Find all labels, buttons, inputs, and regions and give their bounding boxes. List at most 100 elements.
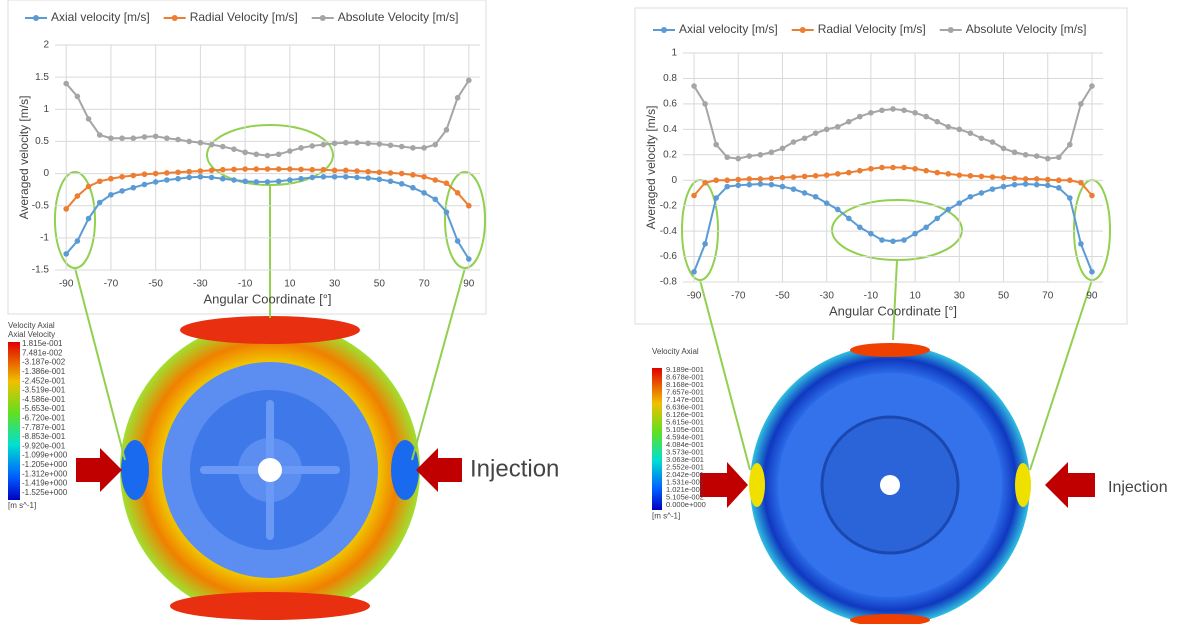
- y-tick-label: 0: [43, 168, 49, 179]
- legend-label: Axial velocity [m/s]: [679, 22, 778, 36]
- x-tick-label: 30: [954, 291, 966, 302]
- legend-marker: [172, 15, 178, 21]
- data-point: [86, 184, 92, 190]
- data-point: [758, 176, 764, 182]
- data-point: [1056, 177, 1062, 183]
- data-point: [747, 176, 753, 182]
- data-point: [990, 174, 996, 180]
- data-point: [923, 114, 929, 120]
- data-point: [735, 183, 741, 189]
- colorbar-label: -1.205e+000: [22, 460, 68, 469]
- data-point: [455, 95, 461, 101]
- data-point: [1012, 176, 1018, 182]
- colorbar-label: 7.481e-002: [22, 348, 63, 357]
- data-point: [276, 178, 282, 184]
- legend-item: Absolute Velocity [m/s]: [940, 22, 1087, 36]
- data-point: [691, 269, 697, 275]
- colorbar-title: Velocity Axial: [652, 347, 699, 356]
- y-tick-label: 0.4: [663, 124, 677, 135]
- colorbar-label: 0.000e+000: [666, 500, 706, 509]
- data-point: [945, 124, 951, 130]
- legend-label: Absolute Velocity [m/s]: [338, 10, 459, 24]
- y-tick-label: 0.2: [663, 149, 677, 160]
- data-point: [713, 195, 719, 201]
- data-point: [399, 171, 405, 177]
- data-point: [879, 237, 885, 243]
- data-point: [724, 177, 730, 183]
- data-point: [444, 127, 450, 133]
- data-point: [813, 130, 819, 136]
- data-point: [968, 130, 974, 136]
- y-tick-label: 1: [43, 104, 49, 115]
- x-tick-label: -50: [148, 279, 163, 290]
- data-point: [702, 241, 708, 247]
- data-point: [879, 165, 885, 171]
- data-point: [802, 190, 808, 196]
- data-point: [410, 185, 416, 191]
- data-point: [890, 238, 896, 244]
- data-point: [957, 172, 963, 178]
- data-point: [421, 145, 427, 151]
- data-point: [75, 238, 81, 244]
- data-point: [321, 142, 327, 148]
- legend-marker: [948, 27, 954, 33]
- data-point: [175, 176, 181, 182]
- colorbar-label: -2.452e-001: [22, 376, 66, 385]
- data-point: [186, 139, 192, 145]
- data-point: [846, 119, 852, 125]
- data-point: [1067, 142, 1073, 148]
- data-point: [75, 94, 81, 100]
- colorbar-label: -1.525e+000: [22, 488, 68, 497]
- data-point: [377, 141, 383, 147]
- colorbar-subtitle: Axial Velocity: [8, 330, 55, 339]
- y-tick-label: 0.8: [663, 73, 677, 84]
- x-tick-label: -50: [775, 291, 790, 302]
- legend-item: Radial Velocity [m/s]: [164, 10, 298, 24]
- data-point: [1023, 176, 1029, 182]
- data-point: [254, 179, 260, 185]
- data-point: [175, 137, 181, 143]
- data-point: [1089, 269, 1095, 275]
- data-point: [466, 256, 472, 262]
- data-point: [702, 101, 708, 107]
- data-point: [242, 150, 248, 156]
- y-tick-label: -0.5: [32, 200, 50, 211]
- data-point: [198, 174, 204, 180]
- data-point: [332, 168, 338, 174]
- data-point: [209, 175, 215, 181]
- data-point: [868, 110, 874, 116]
- data-point: [1056, 155, 1062, 161]
- data-point: [1034, 182, 1040, 188]
- data-point: [153, 133, 159, 139]
- data-point: [813, 194, 819, 200]
- data-point: [901, 107, 907, 113]
- y-tick-label: 2: [43, 40, 49, 51]
- y-tick-label: 0: [671, 175, 677, 186]
- data-point: [343, 140, 349, 146]
- data-point: [1067, 177, 1073, 183]
- data-point: [265, 166, 271, 172]
- legend-item: Axial velocity [m/s]: [25, 10, 150, 24]
- data-point: [242, 178, 248, 184]
- y-tick-label: -0.8: [660, 277, 678, 288]
- data-point: [747, 182, 753, 188]
- x-tick-label: -70: [731, 291, 746, 302]
- colorbar-label: -5.653e-001: [22, 404, 66, 413]
- data-point: [198, 168, 204, 174]
- data-point: [97, 200, 103, 206]
- y-tick-label: 0.5: [35, 136, 49, 147]
- data-point: [824, 200, 830, 206]
- data-point: [713, 142, 719, 148]
- x-tick-label: 10: [284, 279, 296, 290]
- data-point: [444, 180, 450, 186]
- data-point: [868, 166, 874, 172]
- colorbar-label: -3.187e-002: [22, 358, 66, 367]
- colorbar-label: -1.312e+000: [22, 469, 68, 478]
- data-point: [108, 135, 114, 141]
- data-point: [466, 203, 472, 209]
- data-point: [119, 135, 125, 141]
- data-point: [691, 193, 697, 199]
- data-point: [108, 192, 114, 198]
- colorbar-unit: [m s^-1]: [8, 501, 36, 510]
- data-point: [724, 184, 730, 190]
